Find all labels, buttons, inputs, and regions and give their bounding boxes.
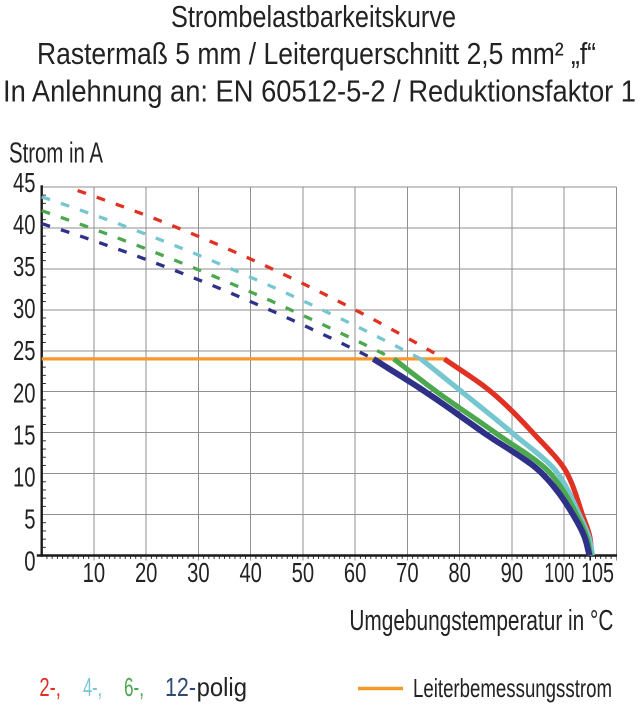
svg-text:6-,: 6-, [124,672,144,702]
svg-text:2-,: 2-, [39,672,61,702]
svg-text:30: 30 [13,293,36,324]
svg-text:50: 50 [292,557,315,588]
svg-text:10: 10 [83,557,106,588]
svg-text:30: 30 [187,557,210,588]
svg-text:90: 90 [501,557,524,588]
svg-text:60: 60 [344,557,367,588]
svg-text:12-: 12- [165,672,196,702]
svg-text:polig: polig [197,672,247,702]
svg-text:40: 40 [13,209,36,240]
svg-text:15: 15 [13,419,36,450]
svg-text:105: 105 [581,557,614,588]
svg-text:70: 70 [396,557,419,588]
svg-text:25: 25 [13,335,36,366]
svg-text:Strom in A: Strom in A [9,138,103,170]
svg-text:0: 0 [24,546,35,577]
svg-text:10: 10 [13,461,36,492]
svg-text:Umgebungstemperatur in °C: Umgebungstemperatur in °C [349,605,613,637]
svg-text:80: 80 [448,557,471,588]
svg-text:4-,: 4-, [83,672,102,702]
svg-text:Strombelastbarkeitskurve: Strombelastbarkeitskurve [171,0,456,34]
svg-text:35: 35 [13,251,36,282]
svg-text:45: 45 [13,167,36,198]
svg-text:Rastermaß 5 mm / Leiterquersch: Rastermaß 5 mm / Leiterquerschnitt 2,5 m… [37,36,596,71]
svg-text:20: 20 [135,557,158,588]
svg-text:Leiterbemessungsstrom: Leiterbemessungsstrom [413,673,612,703]
svg-text:40: 40 [239,557,262,588]
svg-text:100: 100 [544,557,574,588]
svg-text:In Anlehnung an: EN 60512-5-2: In Anlehnung an: EN 60512-5-2 / Reduktio… [3,74,636,109]
svg-text:20: 20 [13,377,36,408]
svg-text:5: 5 [24,503,35,534]
